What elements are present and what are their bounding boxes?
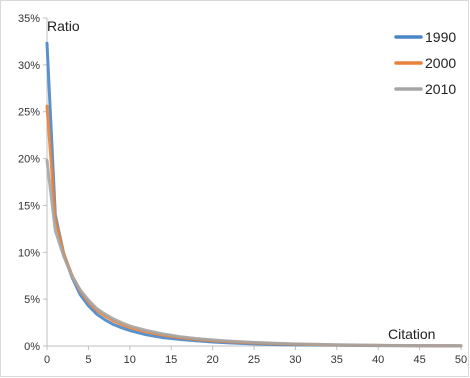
series-line-2010 [45,158,463,348]
legend-label-1990: 1990 [425,29,456,45]
y-tick-label: 5% [24,294,40,306]
y-tick-label: 35% [18,13,40,25]
x-tick-label: 50 [455,354,467,366]
y-tick-label: 15% [18,200,40,212]
x-tick-label: 5 [85,354,91,366]
x-tick-label: 45 [413,354,425,366]
x-tick-label: 20 [206,354,218,366]
axes [46,18,461,347]
x-tick-label: 35 [331,354,343,366]
legend-label-2000: 2000 [425,55,456,71]
x-tick-label: 40 [372,354,384,366]
series-lines [45,41,463,348]
legend: 1990 2000 2010 [394,29,456,97]
y-tick-label: 20% [18,154,40,166]
x-tick-label: 30 [289,354,301,366]
y-tick-label: 25% [18,107,40,119]
x-tick-label: 15 [165,354,177,366]
y-axis-label: Ratio [47,18,80,34]
x-tick-label: 25 [248,354,260,366]
x-axis-ticks: 0 5 10 15 20 25 30 35 40 45 50 [44,346,467,366]
y-tick-label: 10% [18,247,40,259]
y-tick-label: 0% [24,341,40,353]
series-line-2000 [45,104,463,348]
legend-label-2010: 2010 [425,81,456,97]
x-axis-label: Citation [388,326,435,342]
y-tick-label: 30% [18,60,40,72]
y-axis-ticks: 0% 5% 10% 15% 20% 25% 30% 35% [18,13,47,353]
x-tick-label: 10 [124,354,136,366]
x-tick-label: 0 [44,354,50,366]
